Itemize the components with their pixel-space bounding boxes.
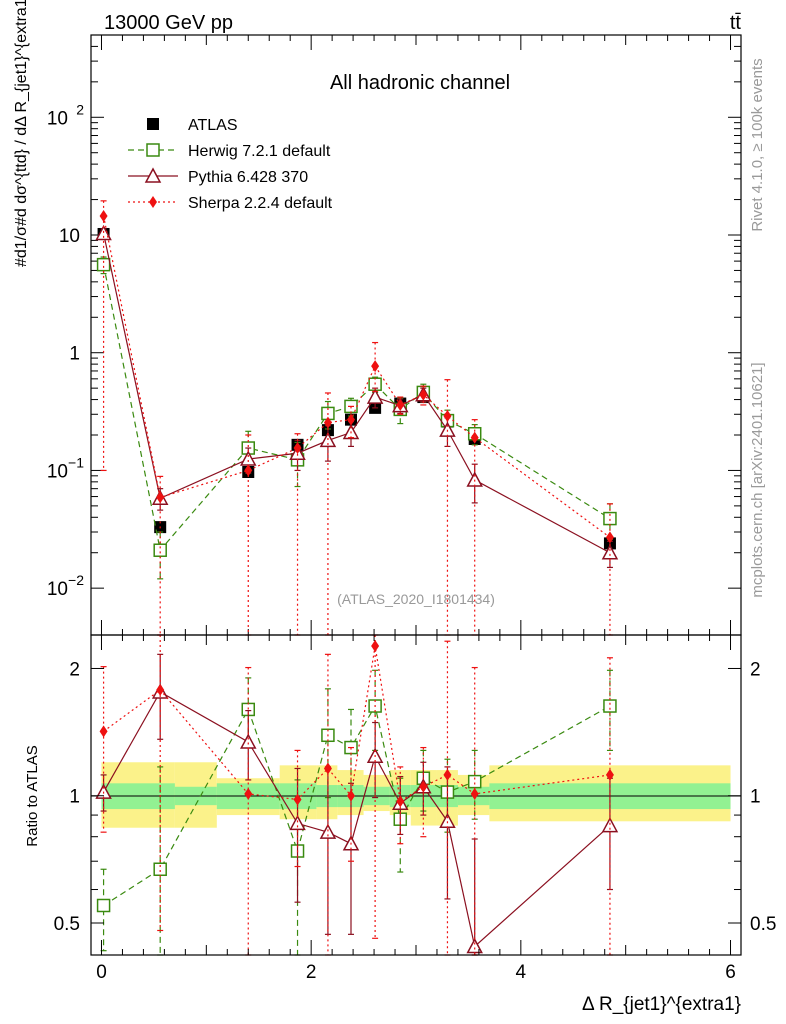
data-point xyxy=(156,491,165,504)
legend-marker xyxy=(144,167,162,183)
data-point xyxy=(396,398,405,411)
data-point xyxy=(323,762,332,775)
series-atlas xyxy=(97,227,616,551)
ratio-y-tick-label-right: 1 xyxy=(750,787,761,808)
data-point xyxy=(371,360,380,373)
data-point xyxy=(156,683,165,696)
data-point xyxy=(466,937,483,954)
data-point xyxy=(289,814,306,831)
legend: ATLAS Herwig 7.2.1 default Pythia 6.428 37… xyxy=(128,117,333,212)
y-tick-label: 1 xyxy=(69,344,80,365)
series-line xyxy=(102,233,611,554)
ratio-y-tick-label-right: 2 xyxy=(750,659,761,680)
data-point xyxy=(244,464,253,477)
analysis-label: (ATLAS_2020_I1801434) xyxy=(337,591,495,607)
data-point xyxy=(470,787,479,800)
data-point xyxy=(293,793,302,806)
header-energy: 13000 GeV pp xyxy=(104,12,233,34)
data-point xyxy=(605,531,614,544)
source-note: mcplots.cern.ch [arXiv:2401.10621] xyxy=(749,362,766,597)
data-point xyxy=(244,787,253,800)
data-point xyxy=(601,816,619,833)
data-point xyxy=(366,388,384,404)
ratio-uncertainty-bands xyxy=(101,762,731,828)
data-point xyxy=(96,898,111,913)
main-y-axis-label: #d1/σ#d dσ^{ttd} / dΔ R_{jet1}^{extra1} xyxy=(13,0,30,267)
data-point xyxy=(96,257,111,272)
ratio-y-tick-label: 1 xyxy=(69,787,80,808)
data-point xyxy=(419,388,428,401)
data-point xyxy=(347,789,355,802)
x-tick-label: 6 xyxy=(725,962,736,983)
x-tick-label: 0 xyxy=(96,962,107,983)
data-point xyxy=(323,416,332,429)
y-tick-label: 10 xyxy=(47,108,68,129)
y-tick-label: 10 xyxy=(59,226,80,247)
y-tick-label: 10 xyxy=(47,461,68,482)
legend-marker xyxy=(146,143,160,157)
data-point xyxy=(396,795,405,808)
ratio-panel: 0.5 0.5 1 1 2 2 0 2 4 6 xyxy=(54,634,776,983)
y-tick-label-exponent: 2 xyxy=(76,101,84,117)
x-tick-label: 2 xyxy=(306,962,317,983)
legend-label: ATLAS xyxy=(188,117,238,134)
y-tick-label: 10 xyxy=(47,579,68,600)
ratio-y-axis-label: Ratio to ATLAS xyxy=(24,745,41,846)
ratio-y-tick-label-right: 0.5 xyxy=(750,914,776,935)
data-point xyxy=(371,640,380,653)
ratio-axis-ticks: 0.5 0.5 1 1 2 2 0 2 4 6 xyxy=(54,635,776,983)
data-point xyxy=(601,544,619,560)
legend-marker xyxy=(149,196,157,208)
header-process: tt̄ xyxy=(730,12,742,34)
legend-label: Sherpa 2.2.4 default xyxy=(188,195,333,212)
series-pythia-6-428-370 xyxy=(95,224,619,569)
data-point xyxy=(347,413,355,426)
data-point xyxy=(603,699,617,713)
data-point xyxy=(443,410,452,423)
legend-marker xyxy=(147,118,159,130)
series-line xyxy=(103,691,611,948)
data-point xyxy=(605,768,614,781)
data-point xyxy=(99,725,108,738)
legend-label: Pythia 6.428 370 xyxy=(188,169,308,186)
series-line xyxy=(103,645,611,803)
data-point xyxy=(319,823,337,839)
chart-title: All hadronic channel xyxy=(330,72,510,94)
rivet-version-note: Rivet 4.1.0, ≥ 100k events xyxy=(749,58,766,231)
series-sherpa-2-2-4-default xyxy=(99,200,614,636)
data-point xyxy=(99,210,108,223)
legend-label: Herwig 7.2.1 default xyxy=(188,143,331,160)
main-data-layer xyxy=(95,200,619,636)
x-axis-label: Δ R_{jet1}^{extra1} xyxy=(582,994,741,1015)
data-point xyxy=(419,780,428,793)
series-line xyxy=(102,215,611,538)
data-point xyxy=(153,543,167,557)
data-point xyxy=(443,768,452,781)
y-tick-label-exponent: −1 xyxy=(68,454,84,470)
data-point xyxy=(293,442,302,455)
ratio-y-tick-label: 2 xyxy=(69,659,80,680)
data-point xyxy=(467,774,482,789)
data-point xyxy=(240,733,257,749)
ratio-y-tick-label: 0.5 xyxy=(54,914,80,935)
x-tick-label: 4 xyxy=(516,962,527,983)
ratio-data-layer xyxy=(95,634,619,956)
y-tick-label-exponent: −2 xyxy=(68,572,84,588)
data-point xyxy=(470,431,479,444)
